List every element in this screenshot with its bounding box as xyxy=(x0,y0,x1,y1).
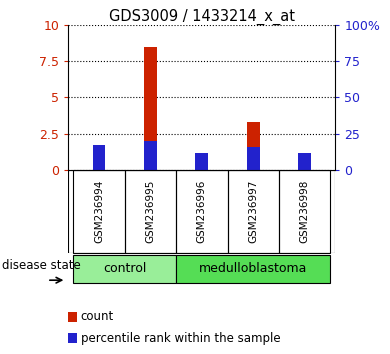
FancyBboxPatch shape xyxy=(176,255,330,283)
Text: GSM236994: GSM236994 xyxy=(94,180,104,243)
Bar xyxy=(247,147,260,170)
Bar xyxy=(144,141,157,170)
Text: GSM236995: GSM236995 xyxy=(145,180,156,243)
Bar xyxy=(125,170,176,253)
Title: GDS3009 / 1433214_x_at: GDS3009 / 1433214_x_at xyxy=(109,8,295,25)
Bar xyxy=(73,170,125,253)
Bar xyxy=(298,153,311,170)
Bar xyxy=(195,154,208,170)
Bar xyxy=(247,122,260,170)
Bar xyxy=(176,170,227,253)
Text: GSM236996: GSM236996 xyxy=(197,180,207,243)
Bar xyxy=(195,153,208,170)
FancyBboxPatch shape xyxy=(73,255,176,283)
Text: disease state: disease state xyxy=(2,259,81,272)
Bar xyxy=(93,145,106,170)
Text: medulloblastoma: medulloblastoma xyxy=(199,262,307,275)
Bar xyxy=(279,170,330,253)
Bar xyxy=(298,154,311,170)
Bar xyxy=(144,46,157,170)
Text: GSM236998: GSM236998 xyxy=(300,180,310,243)
Bar xyxy=(93,150,106,170)
Text: control: control xyxy=(103,262,147,275)
Bar xyxy=(227,170,279,253)
Text: count: count xyxy=(81,310,114,323)
Text: percentile rank within the sample: percentile rank within the sample xyxy=(81,332,280,344)
Text: GSM236997: GSM236997 xyxy=(248,180,258,243)
